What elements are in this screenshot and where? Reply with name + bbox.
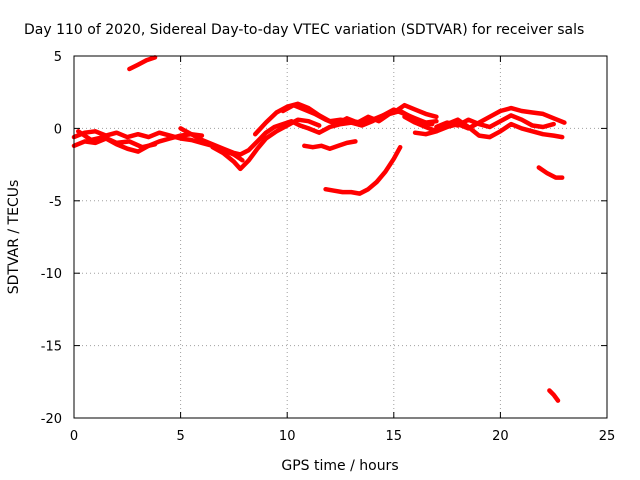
x-tick-label: 15 — [386, 429, 403, 444]
series-track-10 — [323, 144, 403, 196]
series-track-11 — [402, 105, 567, 134]
series-track-12 — [412, 117, 565, 140]
x-tick-label: 5 — [176, 429, 184, 444]
series-track-6 — [210, 117, 322, 172]
x-tick-label: 0 — [70, 429, 78, 444]
y-tick-label: -20 — [41, 412, 62, 427]
plot-frame — [73, 55, 608, 419]
data-series — [71, 55, 567, 403]
x-tick-label: 20 — [492, 429, 509, 444]
x-tick-label: 10 — [279, 429, 296, 444]
series-track-4 — [76, 129, 158, 150]
y-tick-label: -5 — [49, 195, 62, 210]
series-track-8 — [280, 102, 435, 127]
axis-ticks: 0 5 10 15 20 25 -20 -15 -10 -5 0 5 — [41, 50, 616, 444]
x-axis-label: GPS time / hours — [281, 458, 398, 474]
x-tick-label: 25 — [599, 429, 616, 444]
y-tick-label: 0 — [54, 122, 62, 137]
series-track-3 — [71, 131, 205, 154]
y-tick-label: -10 — [41, 267, 62, 282]
y-tick-label: -15 — [41, 340, 62, 355]
series-track-9 — [302, 139, 358, 151]
chart-title: Day 110 of 2020, Sidereal Day-to-day VTE… — [24, 22, 584, 38]
series-track-14 — [536, 165, 565, 180]
series-track-13 — [434, 113, 556, 130]
y-axis-label: SDTVAR / TECUs — [6, 180, 22, 295]
series-track-1 — [127, 55, 158, 72]
y-tick-label: 5 — [54, 50, 62, 65]
series-track-15 — [547, 388, 561, 403]
